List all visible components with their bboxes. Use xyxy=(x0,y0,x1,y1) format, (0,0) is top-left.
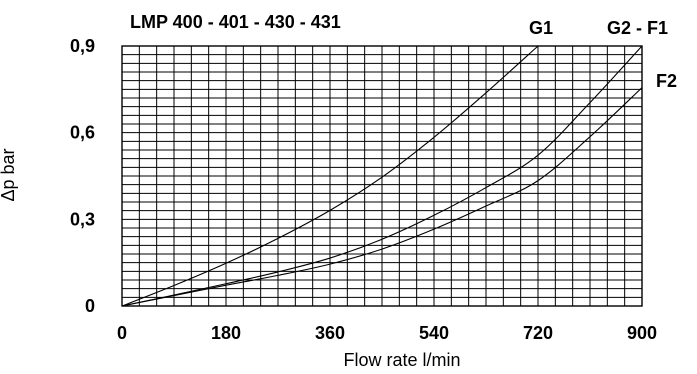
grid xyxy=(121,45,643,307)
plot-frame xyxy=(121,45,643,307)
curves xyxy=(121,45,643,307)
y-tick-label: 0 xyxy=(85,296,95,316)
y-tick-label: 0,9 xyxy=(70,36,95,56)
x-tick-label: 360 xyxy=(315,323,345,343)
y-tick-labels: 0 0,3 0,6 0,9 xyxy=(70,36,95,316)
x-axis-label: Flow rate l/min xyxy=(343,350,460,370)
x-tick-label: 540 xyxy=(419,323,449,343)
x-tick-labels: 0 180 360 540 720 900 xyxy=(117,323,657,343)
series-label: G1 xyxy=(529,18,553,38)
series-line xyxy=(121,45,643,307)
y-axis-label: Δp bar xyxy=(0,148,18,201)
x-tick-label: 0 xyxy=(117,323,127,343)
y-tick-label: 0,3 xyxy=(70,209,95,229)
x-tick-label: 900 xyxy=(627,323,657,343)
x-tick-label: 720 xyxy=(523,323,553,343)
series-line xyxy=(121,45,539,307)
series-line xyxy=(121,87,643,307)
series-label: F2 xyxy=(656,71,677,91)
chart-title: LMP 400 - 401 - 430 - 431 xyxy=(130,12,341,32)
series-label: G2 - F1 xyxy=(607,18,668,38)
x-tick-label: 180 xyxy=(211,323,241,343)
y-tick-label: 0,6 xyxy=(70,123,95,143)
series-labels: G1 G2 - F1 F2 xyxy=(529,18,677,91)
